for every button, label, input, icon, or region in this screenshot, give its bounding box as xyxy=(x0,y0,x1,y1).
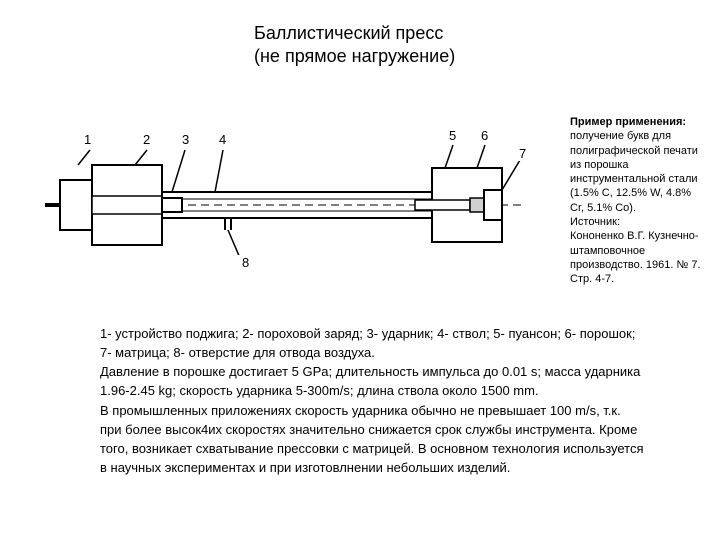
legend-text: 1- устройство поджига; 2- пороховой заря… xyxy=(100,325,645,478)
application-example-text: Пример применения: получение букв для по… xyxy=(570,115,705,287)
diagram-label-6: 6 xyxy=(477,128,492,143)
diagram-label-4: 4 xyxy=(215,132,230,147)
legend-p3: В промышленных приложениях скорость удар… xyxy=(100,402,645,477)
legend-p1: 1- устройство поджига; 2- пороховой заря… xyxy=(100,325,645,363)
page-title: Баллистический пресс (не прямое нагружен… xyxy=(254,22,455,69)
diagram-label-7: 7 xyxy=(515,146,530,161)
title-line-2: (не прямое нагружение) xyxy=(254,46,455,66)
diagram-label-8: 8 xyxy=(238,255,253,270)
title-line-1: Баллистический пресс xyxy=(254,23,443,43)
diagram-label-2: 2 xyxy=(139,132,154,147)
source-body: Кононенко В.Г. Кузнечно-штамповочное про… xyxy=(570,230,701,285)
ballistic-press-diagram: 1 2 3 4 5 6 7 8 xyxy=(45,110,555,280)
example-body: получение букв для полиграфической печат… xyxy=(570,130,698,213)
diagram-label-1: 1 xyxy=(80,132,95,147)
source-label: Источник: xyxy=(570,216,620,228)
page: Баллистический пресс (не прямое нагружен… xyxy=(0,0,720,540)
example-label-bold: Пример применения: xyxy=(570,116,686,128)
diagram-label-5: 5 xyxy=(445,128,460,143)
legend-p2: Давление в порошке достигает 5 GPa; длит… xyxy=(100,363,645,401)
diagram-label-3: 3 xyxy=(178,132,193,147)
